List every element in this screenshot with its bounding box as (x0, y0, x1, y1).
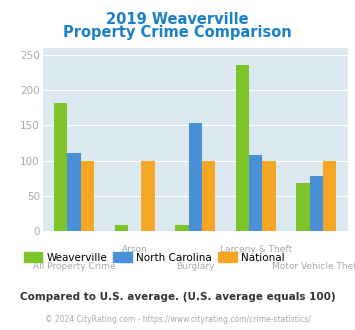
Bar (141, 161, 155, 231)
Bar (54, 103, 67, 231)
Bar (67, 153, 81, 231)
Text: Compared to U.S. average. (U.S. average equals 100): Compared to U.S. average. (U.S. average … (20, 292, 335, 302)
Text: 2019 Weaverville: 2019 Weaverville (106, 12, 249, 26)
Bar (262, 161, 276, 231)
Bar (115, 225, 128, 231)
Bar (175, 225, 189, 231)
Text: Burglary: Burglary (176, 262, 214, 271)
Text: Motor Vehicle Theft: Motor Vehicle Theft (272, 262, 355, 271)
Bar (296, 183, 310, 231)
Bar (81, 161, 94, 231)
Text: All Property Crime: All Property Crime (33, 262, 115, 271)
Text: Larceny & Theft: Larceny & Theft (220, 245, 292, 254)
Bar (323, 161, 337, 231)
Bar (249, 155, 262, 231)
Bar (202, 161, 215, 231)
Text: Property Crime Comparison: Property Crime Comparison (63, 25, 292, 40)
Text: © 2024 CityRating.com - https://www.cityrating.com/crime-statistics/: © 2024 CityRating.com - https://www.city… (45, 315, 310, 324)
Legend: Weaverville, North Carolina, National: Weaverville, North Carolina, National (20, 248, 289, 267)
Text: Arson: Arson (122, 245, 148, 254)
Bar (189, 122, 202, 231)
Bar (236, 65, 249, 231)
Bar (310, 176, 323, 231)
